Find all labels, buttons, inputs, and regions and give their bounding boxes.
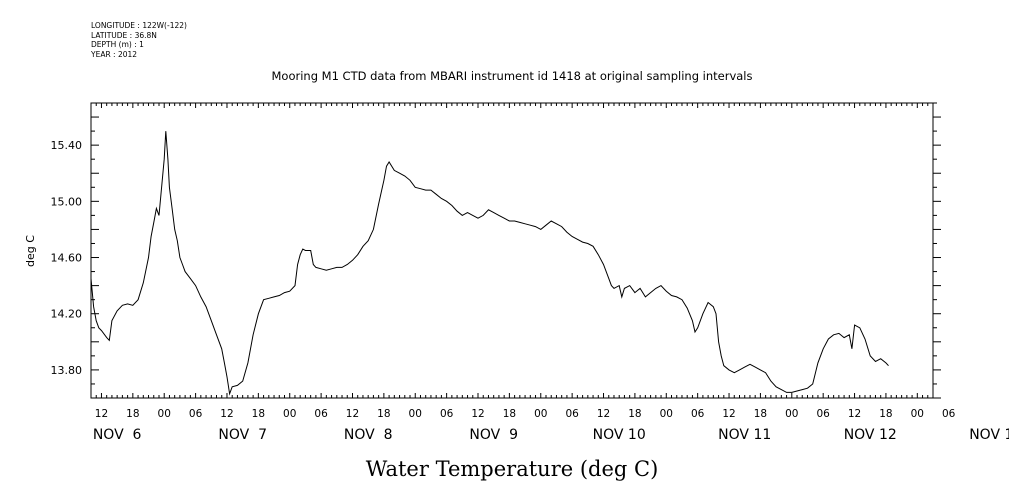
x-day-label: NOV 13 (969, 427, 1009, 443)
x-day-label: NOV 12 (844, 427, 897, 443)
x-tick-label: 06 (440, 408, 454, 420)
x-tick-label: 06 (565, 408, 579, 420)
x-tick-label: 06 (691, 408, 705, 420)
x-tick-label: 12 (597, 408, 610, 420)
y-tick-label: 14.20 (51, 308, 83, 321)
y-tick-label: 15.40 (51, 139, 83, 152)
x-tick-label: 12 (848, 408, 861, 420)
axis-tick-labels: 12 18 00 06 12 18 00 06 12 18 00 06 12 18 00 06 12 18 00 06… (51, 139, 1009, 443)
x-tick-label: 18 (503, 408, 516, 420)
x-tick-label: 18 (377, 408, 390, 420)
temperature-series-line (90, 131, 889, 396)
year-text: YEAR : 2012 (91, 49, 138, 59)
x-tick-label: 18 (879, 408, 892, 420)
x-tick-label: 00 (534, 408, 547, 420)
x-tick-label: 12 (346, 408, 359, 420)
metadata-block: LONGITUDE : 122W(-122) LATITUDE : 36.8N … (91, 21, 187, 59)
latitude-text: LATITUDE : 36.8N (91, 30, 157, 40)
x-tick-label: 06 (942, 408, 956, 420)
series-lines (90, 131, 889, 396)
x-tick-label: 06 (314, 408, 328, 420)
x-tick-label: 00 (911, 408, 924, 420)
y-tick-label: 13.80 (51, 364, 83, 377)
depth-text: DEPTH (m) : 1 (91, 40, 144, 49)
x-tick-label: 00 (785, 408, 798, 420)
y-axis-label: deg C (24, 235, 37, 267)
chart-title: Mooring M1 CTD data from MBARI instrumen… (272, 69, 753, 83)
x-tick-label: 18 (126, 408, 139, 420)
x-tick-label: 00 (158, 408, 171, 420)
x-day-label: NOV 7 (218, 427, 267, 443)
x-tick-label: 00 (283, 408, 296, 420)
axis-ticks (90, 102, 941, 399)
x-tick-label: 18 (754, 408, 767, 420)
x-tick-label: 12 (722, 408, 735, 420)
x-tick-label: 06 (189, 408, 203, 420)
plot-frame (90, 102, 934, 399)
x-tick-label: 12 (95, 408, 108, 420)
y-tick-label: 15.00 (51, 195, 83, 208)
x-tick-label: 18 (628, 408, 641, 420)
x-day-label: NOV 6 (93, 427, 142, 443)
x-day-label: NOV 10 (593, 427, 646, 443)
x-day-label: NOV 11 (718, 427, 771, 443)
x-tick-label: 12 (471, 408, 484, 420)
x-tick-label: 12 (220, 408, 233, 420)
x-day-label: NOV 8 (344, 427, 393, 443)
longitude-text: LONGITUDE : 122W(-122) (91, 21, 187, 30)
x-day-label: NOV 9 (469, 427, 518, 443)
x-tick-label: 18 (252, 408, 265, 420)
x-axis-label: Water Temperature (deg C) (366, 457, 659, 481)
x-tick-label: 06 (816, 408, 830, 420)
y-tick-label: 14.60 (51, 252, 83, 265)
x-tick-label: 00 (409, 408, 422, 420)
x-tick-label: 00 (660, 408, 673, 420)
